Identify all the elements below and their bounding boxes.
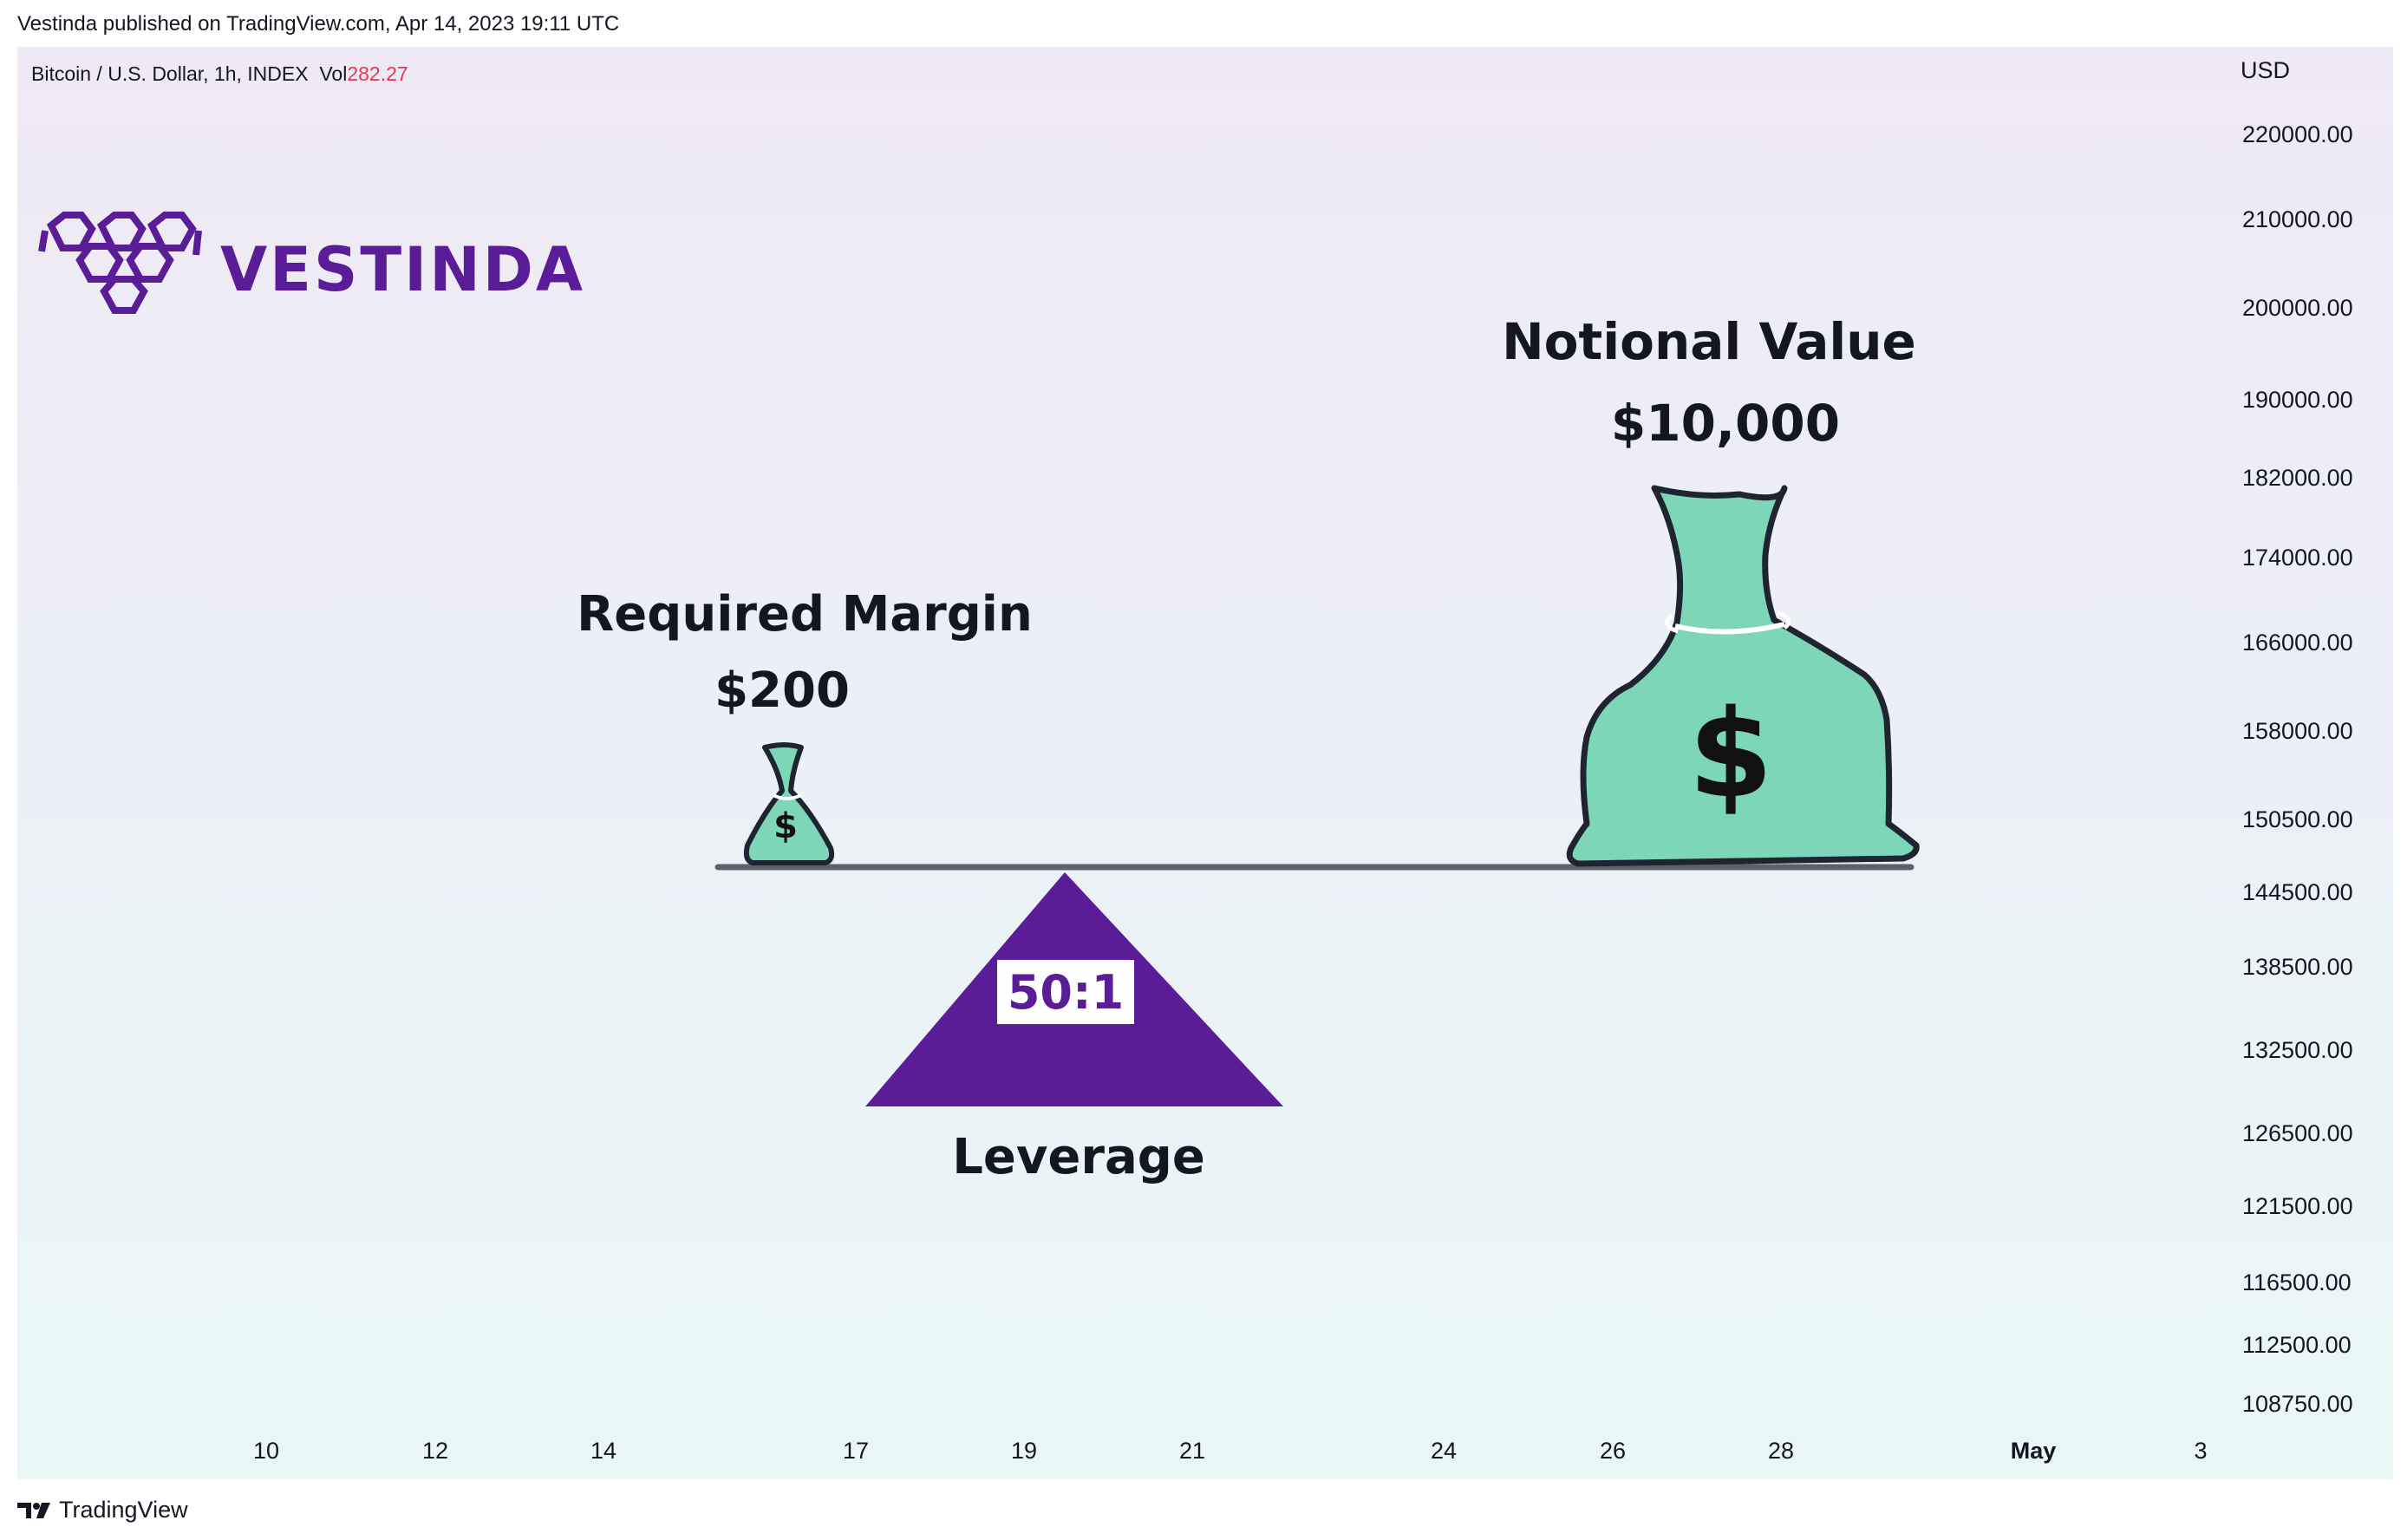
small-money-bag-icon xyxy=(743,742,835,865)
price-axis-label: 174000.00 xyxy=(2242,545,2353,571)
volume-label: Vol xyxy=(319,62,348,85)
required-margin-title: Required Margin xyxy=(577,586,1033,643)
price-axis-label: 116500.00 xyxy=(2242,1269,2352,1295)
time-axis-label: 10 xyxy=(252,1438,280,1464)
price-axis-label: 210000.00 xyxy=(2242,206,2353,232)
time-axis-label: 28 xyxy=(1767,1438,1795,1464)
large-money-bag-icon xyxy=(1566,485,1920,867)
time-axis-label: 14 xyxy=(590,1438,617,1464)
price-axis-label: 220000.00 xyxy=(2242,121,2353,147)
price-axis-label: 150500.00 xyxy=(2242,806,2353,832)
price-axis-label: 144500.00 xyxy=(2242,879,2353,905)
required-margin-amount: $200 xyxy=(714,662,850,719)
large-dollar-sign: $ xyxy=(1688,684,1772,825)
price-axis-label: 182000.00 xyxy=(2242,465,2353,491)
symbol-description: Bitcoin / U.S. Dollar, 1h, INDEX xyxy=(31,62,309,85)
price-axis-label: 138500.00 xyxy=(2242,954,2353,980)
price-axis-label: 121500.00 xyxy=(2242,1193,2353,1219)
chart-pane[interactable]: Bitcoin / U.S. Dollar, 1h, INDEX Vol282.… xyxy=(17,47,2393,1479)
time-axis-label: 3 xyxy=(2194,1438,2208,1464)
leverage-ratio: 50:1 xyxy=(997,960,1134,1024)
price-axis-label: 200000.00 xyxy=(2242,295,2353,321)
price-axis-label: 108750.00 xyxy=(2242,1391,2353,1417)
time-axis-label: May xyxy=(2010,1438,2057,1464)
vestinda-logo: VESTINDA xyxy=(38,206,583,354)
symbol-legend[interactable]: Bitcoin / U.S. Dollar, 1h, INDEX Vol282.… xyxy=(31,62,408,86)
price-axis-label: 126500.00 xyxy=(2242,1120,2353,1146)
price-axis-label: 166000.00 xyxy=(2242,630,2353,656)
notional-value-amount: $10,000 xyxy=(1610,394,1841,453)
time-axis-label: 21 xyxy=(1178,1438,1206,1464)
vestinda-logo-text: VESTINDA xyxy=(220,234,586,305)
tradingview-brand: TradingView xyxy=(59,1497,188,1523)
volume-value: 282.27 xyxy=(347,62,408,85)
vestinda-logo-mark xyxy=(38,212,202,314)
time-axis-label: 19 xyxy=(1010,1438,1038,1464)
price-axis-label: 132500.00 xyxy=(2242,1037,2353,1063)
publication-info: Vestinda published on TradingView.com, A… xyxy=(17,12,620,36)
time-axis-label: 26 xyxy=(1599,1438,1627,1464)
currency-label[interactable]: USD xyxy=(2241,57,2291,83)
tradingview-footer[interactable]: TradingView xyxy=(17,1497,188,1524)
price-axis-label: 158000.00 xyxy=(2242,718,2353,744)
notional-value-title: Notional Value xyxy=(1502,312,1916,371)
time-axis-label: 12 xyxy=(421,1438,449,1464)
time-axis-label: 17 xyxy=(842,1438,870,1464)
small-dollar-sign: $ xyxy=(773,806,798,846)
price-axis-label: 190000.00 xyxy=(2242,387,2353,413)
tradingview-logo-icon xyxy=(17,1502,50,1518)
time-axis-label: 24 xyxy=(1430,1438,1458,1464)
price-axis-label: 112500.00 xyxy=(2242,1332,2352,1358)
leverage-label: Leverage xyxy=(952,1129,1205,1185)
